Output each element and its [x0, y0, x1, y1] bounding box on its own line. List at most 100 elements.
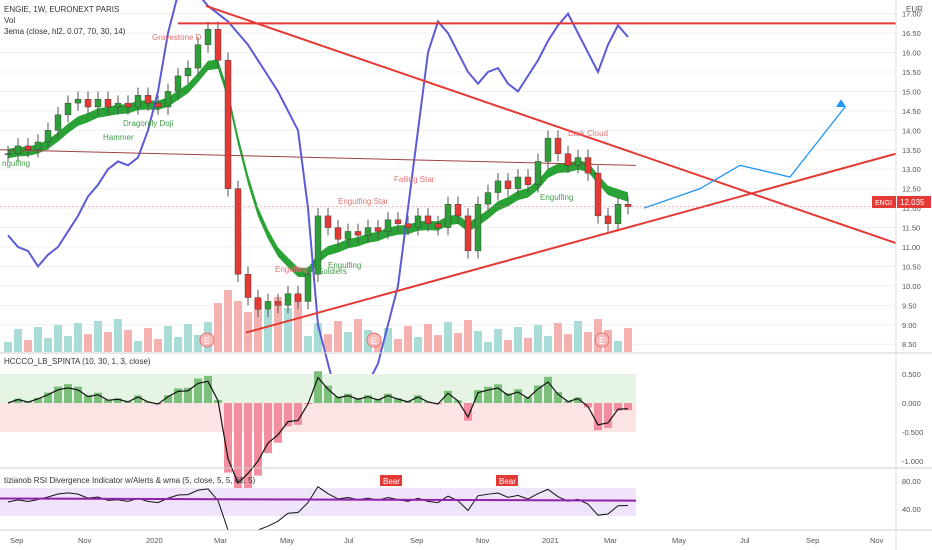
- volume-bar: [194, 335, 202, 352]
- osc1-histogram-bar: [324, 385, 332, 403]
- candle-body: [314, 215, 322, 275]
- price-tick-label: 9.50: [902, 301, 917, 310]
- candle-body: [4, 153, 12, 155]
- volume-bar: [304, 336, 312, 352]
- osc1-histogram-bar: [444, 390, 452, 403]
- candle-body: [114, 102, 122, 108]
- candle-body: [494, 180, 502, 193]
- osc1-histogram-bar: [294, 403, 302, 425]
- volume-bar: [394, 339, 402, 352]
- osc1-histogram-bar: [184, 387, 192, 403]
- time-tick-label: 2021: [542, 536, 559, 545]
- osc1-histogram-bar: [74, 386, 82, 403]
- osc1-histogram-bar: [194, 378, 202, 403]
- osc1-tick-label: -0.500: [902, 428, 923, 437]
- time-tick-label: May: [280, 536, 294, 545]
- annotation-engulfing-left: ngulfing: [2, 159, 30, 168]
- candle-body: [484, 192, 492, 205]
- volume-bar: [294, 295, 302, 352]
- volume-bar: [484, 342, 492, 352]
- ma-lines: [0, 0, 637, 425]
- osc1-histogram-bar: [94, 392, 102, 403]
- earnings-marker-3[interactable]: E: [594, 332, 610, 348]
- volume-bar: [54, 325, 62, 352]
- time-tick-label: May: [672, 536, 686, 545]
- time-tick-label: Nov: [476, 536, 490, 545]
- osc1-histogram-bar: [614, 403, 622, 411]
- candle-body: [244, 274, 252, 298]
- volume-bar: [454, 333, 462, 352]
- bear-label-2: Bear: [496, 475, 518, 486]
- osc2-rsi-line: [7, 485, 629, 531]
- candle-body: [524, 176, 532, 185]
- volume-bar: [434, 335, 442, 352]
- annotation-engulfing-bottom-b: Engulfing: [328, 261, 361, 270]
- price-tick-label: 16.50: [902, 29, 921, 38]
- projection-path: [643, 106, 846, 209]
- volume-bar: [584, 332, 592, 352]
- osc1-histogram-bar: [414, 395, 422, 403]
- volume-bar: [214, 303, 222, 352]
- candle-body: [424, 215, 432, 224]
- osc1-histogram-bar: [484, 386, 492, 403]
- ema-label: 3ema (close, hl2, 0.07, 70, 30, 14): [4, 27, 126, 36]
- annotation-engulfing-star: Engulfing Star: [338, 197, 389, 206]
- osc1-histogram-bar: [284, 403, 292, 427]
- volume-bar: [64, 336, 72, 352]
- candle-body: [64, 102, 72, 115]
- volume-bar: [264, 310, 272, 352]
- price-tick-label: 8.50: [902, 340, 917, 349]
- candle-body: [264, 301, 272, 310]
- price-tick-label: 10.50: [902, 262, 921, 271]
- last-price-badge: ENGI 12.035: [872, 196, 931, 208]
- candle-body: [364, 227, 372, 236]
- time-tick-label: 2020: [146, 536, 163, 545]
- volume-bar: [524, 338, 532, 352]
- time-tick-label: Sep: [806, 536, 819, 545]
- volume-bar: [284, 308, 292, 352]
- osc1-histogram-bar: [134, 395, 142, 403]
- svg-text:Bear: Bear: [383, 477, 400, 486]
- candle-body: [474, 204, 482, 252]
- osc1-histogram-bar: [104, 399, 112, 403]
- earnings-marker-1[interactable]: E: [199, 332, 215, 348]
- bear-label-1: Bear: [380, 475, 402, 486]
- price-tick-label: 14.00: [902, 126, 921, 135]
- candle-body: [514, 176, 522, 189]
- osc1-histogram-bar: [594, 403, 602, 431]
- candle-body: [344, 231, 352, 240]
- candle-body: [174, 75, 182, 92]
- candle-body: [24, 145, 32, 150]
- annotation-gravestone: Gravestone D: [152, 33, 202, 42]
- volume-bar: [44, 338, 52, 352]
- earnings-marker-2[interactable]: E: [366, 332, 382, 348]
- osc1-histogram-bar: [314, 371, 322, 403]
- osc1-histogram-bar: [534, 385, 542, 403]
- price-tick-label: 13.00: [902, 165, 921, 174]
- candle-body: [384, 219, 392, 232]
- osc1-histogram-bar: [54, 386, 62, 403]
- currency-label: EUR: [906, 5, 923, 14]
- volume-bar: [334, 321, 342, 352]
- candle-body: [184, 67, 192, 77]
- osc1-label: HCCCO_LB_SPINTA (10, 30, 1, 3, close): [4, 357, 151, 366]
- svg-text:E: E: [204, 336, 210, 346]
- annotation-engulfing-bottom-a: Engulfing: [275, 265, 308, 274]
- osc1-histogram-bar: [374, 399, 382, 403]
- osc1-histogram-bar: [504, 393, 512, 403]
- long-ma-line: [0, 149, 637, 166]
- osc2-label: tizianob RSI Divergence Indicator w/Aler…: [4, 476, 256, 485]
- osc1-histogram-bar: [384, 393, 392, 403]
- volume-bar: [544, 336, 552, 352]
- osc1-histogram-bar: [44, 392, 52, 403]
- candle-body: [14, 145, 22, 154]
- candle-body: [144, 95, 152, 104]
- volume-bar: [424, 324, 432, 352]
- candle-body: [304, 274, 312, 302]
- volume-bar: [114, 319, 122, 352]
- oscillator-2: [0, 485, 637, 531]
- volume-bar: [74, 323, 82, 352]
- osc1-histogram-bar: [624, 403, 632, 411]
- osc1-histogram-bar: [544, 376, 552, 403]
